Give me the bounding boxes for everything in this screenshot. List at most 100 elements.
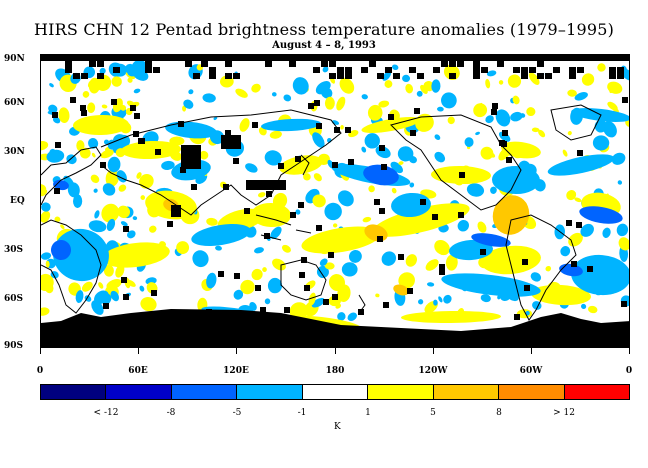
missing-data-block xyxy=(103,303,109,309)
anomaly-patch xyxy=(588,305,598,314)
anomaly-patch xyxy=(398,272,415,289)
anomaly-patch xyxy=(415,113,434,132)
anomaly-patch xyxy=(91,152,96,158)
missing-data-block xyxy=(337,67,344,73)
anomaly-patch xyxy=(332,223,338,228)
lat-label-30s: 30S xyxy=(4,245,24,255)
anomaly-patch xyxy=(393,284,409,296)
coastline xyxy=(100,109,342,216)
missing-data-block xyxy=(609,67,616,73)
anomaly-patch xyxy=(391,64,399,71)
missing-data-block xyxy=(473,73,480,79)
missing-data-block xyxy=(577,150,583,156)
missing-data-block xyxy=(566,220,572,226)
missing-data-block xyxy=(609,73,616,79)
missing-data-block xyxy=(513,67,520,73)
anomaly-patch xyxy=(480,146,494,160)
missing-data-block xyxy=(502,130,508,136)
anomaly-patch xyxy=(93,188,98,193)
missing-data-block xyxy=(299,272,305,278)
anomaly-patch xyxy=(447,116,455,125)
anomaly-patch xyxy=(310,281,316,286)
anomaly-patch xyxy=(471,233,511,247)
anomaly-patch xyxy=(434,151,446,163)
anomaly-patch xyxy=(566,189,577,201)
anomaly-patch xyxy=(319,258,328,267)
anomaly-patch xyxy=(398,161,404,166)
missing-data-block xyxy=(233,158,239,164)
colorbar-swatch xyxy=(106,385,172,399)
missing-data-block xyxy=(181,145,201,169)
anomaly-patch xyxy=(124,63,135,74)
anomaly-patch xyxy=(140,195,146,200)
anomaly-patch xyxy=(362,216,372,223)
anomaly-patch xyxy=(313,173,322,182)
anomaly-patch xyxy=(110,290,120,302)
anomaly-patch xyxy=(53,179,69,191)
anomaly-patch xyxy=(202,93,216,103)
anomaly-patch xyxy=(531,127,540,133)
missing-data-block xyxy=(191,184,197,190)
anomaly-patch xyxy=(449,239,493,261)
anomaly-patch xyxy=(361,94,368,100)
anomaly-patch xyxy=(364,133,380,149)
colorbar-label: 5 xyxy=(430,408,436,418)
anomaly-patch xyxy=(251,268,263,281)
missing-data-block xyxy=(218,271,224,277)
anomaly-patch xyxy=(405,254,418,267)
anomaly-patch xyxy=(316,265,329,279)
anomaly-patch xyxy=(101,203,120,223)
anomaly-patch xyxy=(597,63,606,72)
anomaly-patch xyxy=(161,160,175,170)
anomaly-patch xyxy=(336,96,346,111)
anomaly-patch xyxy=(88,220,107,233)
anomaly-patch xyxy=(272,258,286,271)
coastline xyxy=(300,154,366,314)
missing-data-block xyxy=(381,164,387,170)
anomaly-patch xyxy=(199,150,209,160)
missing-data-block xyxy=(576,222,582,228)
missing-data-block xyxy=(621,301,627,307)
anomaly-patch xyxy=(121,140,181,160)
missing-data-block xyxy=(260,307,266,313)
anomaly-patch xyxy=(526,107,536,117)
colorbar-label: 1 xyxy=(365,408,371,418)
anomaly-patch xyxy=(233,289,244,300)
missing-data-block xyxy=(314,100,320,106)
missing-data-block xyxy=(167,221,173,227)
anomaly-patch xyxy=(88,77,101,94)
anomaly-patch xyxy=(262,267,267,272)
anomaly-patch xyxy=(616,223,629,237)
anomaly-patch xyxy=(485,115,494,124)
lat-label-30n: 30N xyxy=(4,147,25,157)
missing-data-block xyxy=(134,113,140,119)
missing-data-block xyxy=(332,162,338,168)
anomaly-patch xyxy=(66,154,77,165)
missing-data-block xyxy=(388,114,394,120)
x-tick xyxy=(335,348,336,354)
anomaly-patch xyxy=(239,118,250,132)
anomaly-patch xyxy=(75,290,84,303)
anomaly-patch xyxy=(475,131,480,136)
missing-data-block xyxy=(617,67,624,73)
anomaly-patch xyxy=(618,237,629,251)
missing-data-block xyxy=(420,199,426,205)
anomaly-patch xyxy=(60,224,65,230)
lat-label-eq: EQ xyxy=(10,196,25,206)
anomaly-patch xyxy=(52,116,61,124)
anomaly-patch xyxy=(49,83,54,88)
missing-data-block xyxy=(308,103,314,109)
missing-data-block xyxy=(266,191,272,197)
missing-data-block xyxy=(379,208,385,214)
x-tick xyxy=(531,348,532,354)
anomaly-patch xyxy=(183,99,194,109)
missing-data-block xyxy=(473,61,480,67)
lon-label-60w: 60W xyxy=(519,366,543,376)
anomaly-patch xyxy=(41,202,51,212)
anomaly-patch xyxy=(416,90,423,97)
coastline xyxy=(550,104,602,141)
missing-data-block xyxy=(345,127,351,133)
colorbar-label: 8 xyxy=(496,408,502,418)
anomaly-patch xyxy=(348,249,362,263)
anomaly-patch xyxy=(592,135,610,151)
